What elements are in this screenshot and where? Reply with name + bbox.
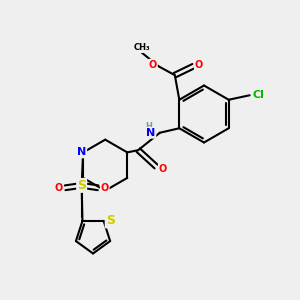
Text: O: O xyxy=(100,183,109,194)
Text: O: O xyxy=(159,164,167,174)
Text: Cl: Cl xyxy=(252,90,264,100)
Text: H: H xyxy=(145,122,152,131)
Text: CH₃: CH₃ xyxy=(134,44,150,52)
Text: N: N xyxy=(146,128,155,138)
Text: N: N xyxy=(77,147,86,158)
Text: O: O xyxy=(195,60,203,70)
Text: S: S xyxy=(106,214,115,227)
Text: S: S xyxy=(77,179,86,192)
Text: O: O xyxy=(149,60,157,70)
Text: O: O xyxy=(54,183,63,194)
